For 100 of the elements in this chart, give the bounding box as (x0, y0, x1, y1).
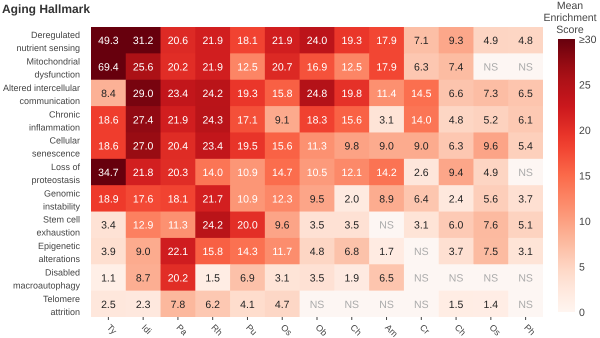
data-label: 9.6 (484, 140, 498, 153)
x-tick-label: Cr (418, 322, 432, 336)
data-label: 24.0 (306, 35, 328, 48)
data-label: 69.4 (98, 62, 119, 74)
data-label: 11.3 (307, 140, 327, 153)
data-label: 21.9 (202, 62, 224, 74)
data-label: 9.0 (136, 246, 151, 258)
data-label: 19.3 (342, 35, 362, 48)
data-label: 12.5 (342, 62, 362, 74)
data-label: 8.4 (101, 88, 116, 100)
text: NS (379, 220, 394, 232)
data-label: 21.7 (202, 193, 224, 206)
data-label: 14.7 (272, 167, 293, 179)
data-label: 7.6 (484, 220, 498, 232)
data-label: 2.5 (101, 298, 116, 311)
data-label: 3.1 (274, 272, 290, 284)
data-label: 15.6 (342, 114, 362, 126)
data-label: 6.4 (414, 193, 429, 206)
data-label: 17.9 (376, 62, 397, 74)
data-label: 7.5 (484, 246, 498, 258)
data-label: 15.8 (272, 88, 293, 100)
data-label: 2.6 (414, 167, 429, 179)
data-label: 6.8 (344, 246, 360, 258)
data-label: 5.1 (518, 220, 534, 232)
data-label: 7.3 (484, 88, 498, 100)
data-label: 6.2 (205, 298, 220, 311)
data-label: 6.0 (448, 220, 464, 232)
data-label: 10.5 (306, 167, 328, 179)
data-label: 18.6 (98, 114, 119, 126)
data-label: 6.6 (448, 88, 464, 100)
data-label: 17.9 (376, 35, 397, 48)
data-label: 20.3 (168, 167, 188, 179)
x-tick-label: Ch (452, 322, 468, 338)
data-label: 1.5 (205, 272, 220, 284)
data-label: 18.9 (98, 193, 119, 206)
x-tick-label: Ph (522, 322, 538, 338)
data-label: 14.0 (411, 114, 432, 126)
data-label: 9.5 (310, 193, 324, 206)
data-label: 3.5 (310, 272, 324, 284)
x-tick-label: Os (278, 322, 294, 338)
data-label: 9.4 (448, 167, 464, 179)
data-label: 10.9 (237, 193, 258, 206)
data-label: 24.2 (202, 88, 224, 100)
data-label: 22.1 (168, 246, 188, 258)
data-label: 3.5 (344, 220, 360, 232)
data-label: 12.9 (132, 220, 154, 232)
data-label: 9.8 (344, 140, 360, 153)
y-tick-label: Mitochondrial dysfunction (26, 56, 80, 80)
data-label: 3.4 (101, 220, 116, 232)
data-label: 18.1 (237, 35, 258, 48)
x-tick-label: Os (487, 322, 503, 338)
data-label: 4.8 (448, 114, 464, 126)
text: NS (414, 272, 429, 284)
data-label: 25.6 (132, 62, 154, 74)
data-label: 21.9 (168, 114, 188, 126)
data-label: 1.5 (448, 298, 464, 311)
text: NS (518, 167, 533, 179)
color-bar-label: 20 (579, 125, 591, 137)
data-label: 3.1 (518, 246, 534, 258)
data-label: 19.8 (342, 88, 362, 100)
data-label: 9.6 (274, 220, 290, 232)
data-label: 24.8 (306, 88, 328, 100)
data-label: 11.4 (376, 88, 397, 100)
data-label: 1.9 (344, 272, 360, 284)
data-label: 19.5 (237, 140, 258, 153)
data-label: 11.7 (272, 246, 292, 258)
data-label: 7.1 (414, 35, 429, 48)
data-label: 5.2 (484, 114, 498, 126)
data-label: 4.9 (484, 167, 498, 179)
data-label: 20.4 (168, 140, 188, 153)
text: NS (518, 298, 533, 311)
data-label: 15.6 (272, 140, 293, 153)
x-tick-label: Ch (348, 322, 364, 338)
data-label: 8.7 (136, 272, 151, 284)
y-tick-label: Epigenetic alterations (38, 241, 80, 264)
color-bar-label: 5 (579, 262, 585, 274)
data-label: 4.1 (240, 298, 255, 311)
text: NS (448, 272, 464, 284)
data-label: 21.9 (202, 35, 224, 48)
color-bar-title: Mean Enrichment Score (542, 0, 598, 36)
data-label: 29.0 (132, 88, 154, 100)
x-tick-label: Ty (104, 322, 120, 336)
data-label: 4.7 (274, 298, 290, 311)
data-label: 18.1 (168, 193, 188, 206)
data-label: 27.0 (132, 140, 154, 153)
y-tick-label: Altered intercellular communication (2, 82, 80, 106)
x-tick-label: Ob (314, 322, 330, 338)
color-bar-label: 0 (579, 307, 585, 319)
data-label: 4.9 (484, 35, 498, 48)
data-label: 17.6 (132, 193, 154, 206)
text: NS (484, 272, 498, 284)
y-tick-label: Loss of proteostasis (31, 162, 80, 185)
data-label: 18.6 (98, 140, 119, 153)
data-label: 2.3 (136, 298, 151, 311)
color-bar-label: 25 (579, 80, 591, 92)
color-bar-label: ≥30 (579, 34, 597, 46)
data-label: 18.3 (306, 114, 328, 126)
data-label: 21.8 (132, 167, 154, 179)
data-label: 14.0 (202, 167, 224, 179)
data-label: 4.8 (310, 246, 324, 258)
